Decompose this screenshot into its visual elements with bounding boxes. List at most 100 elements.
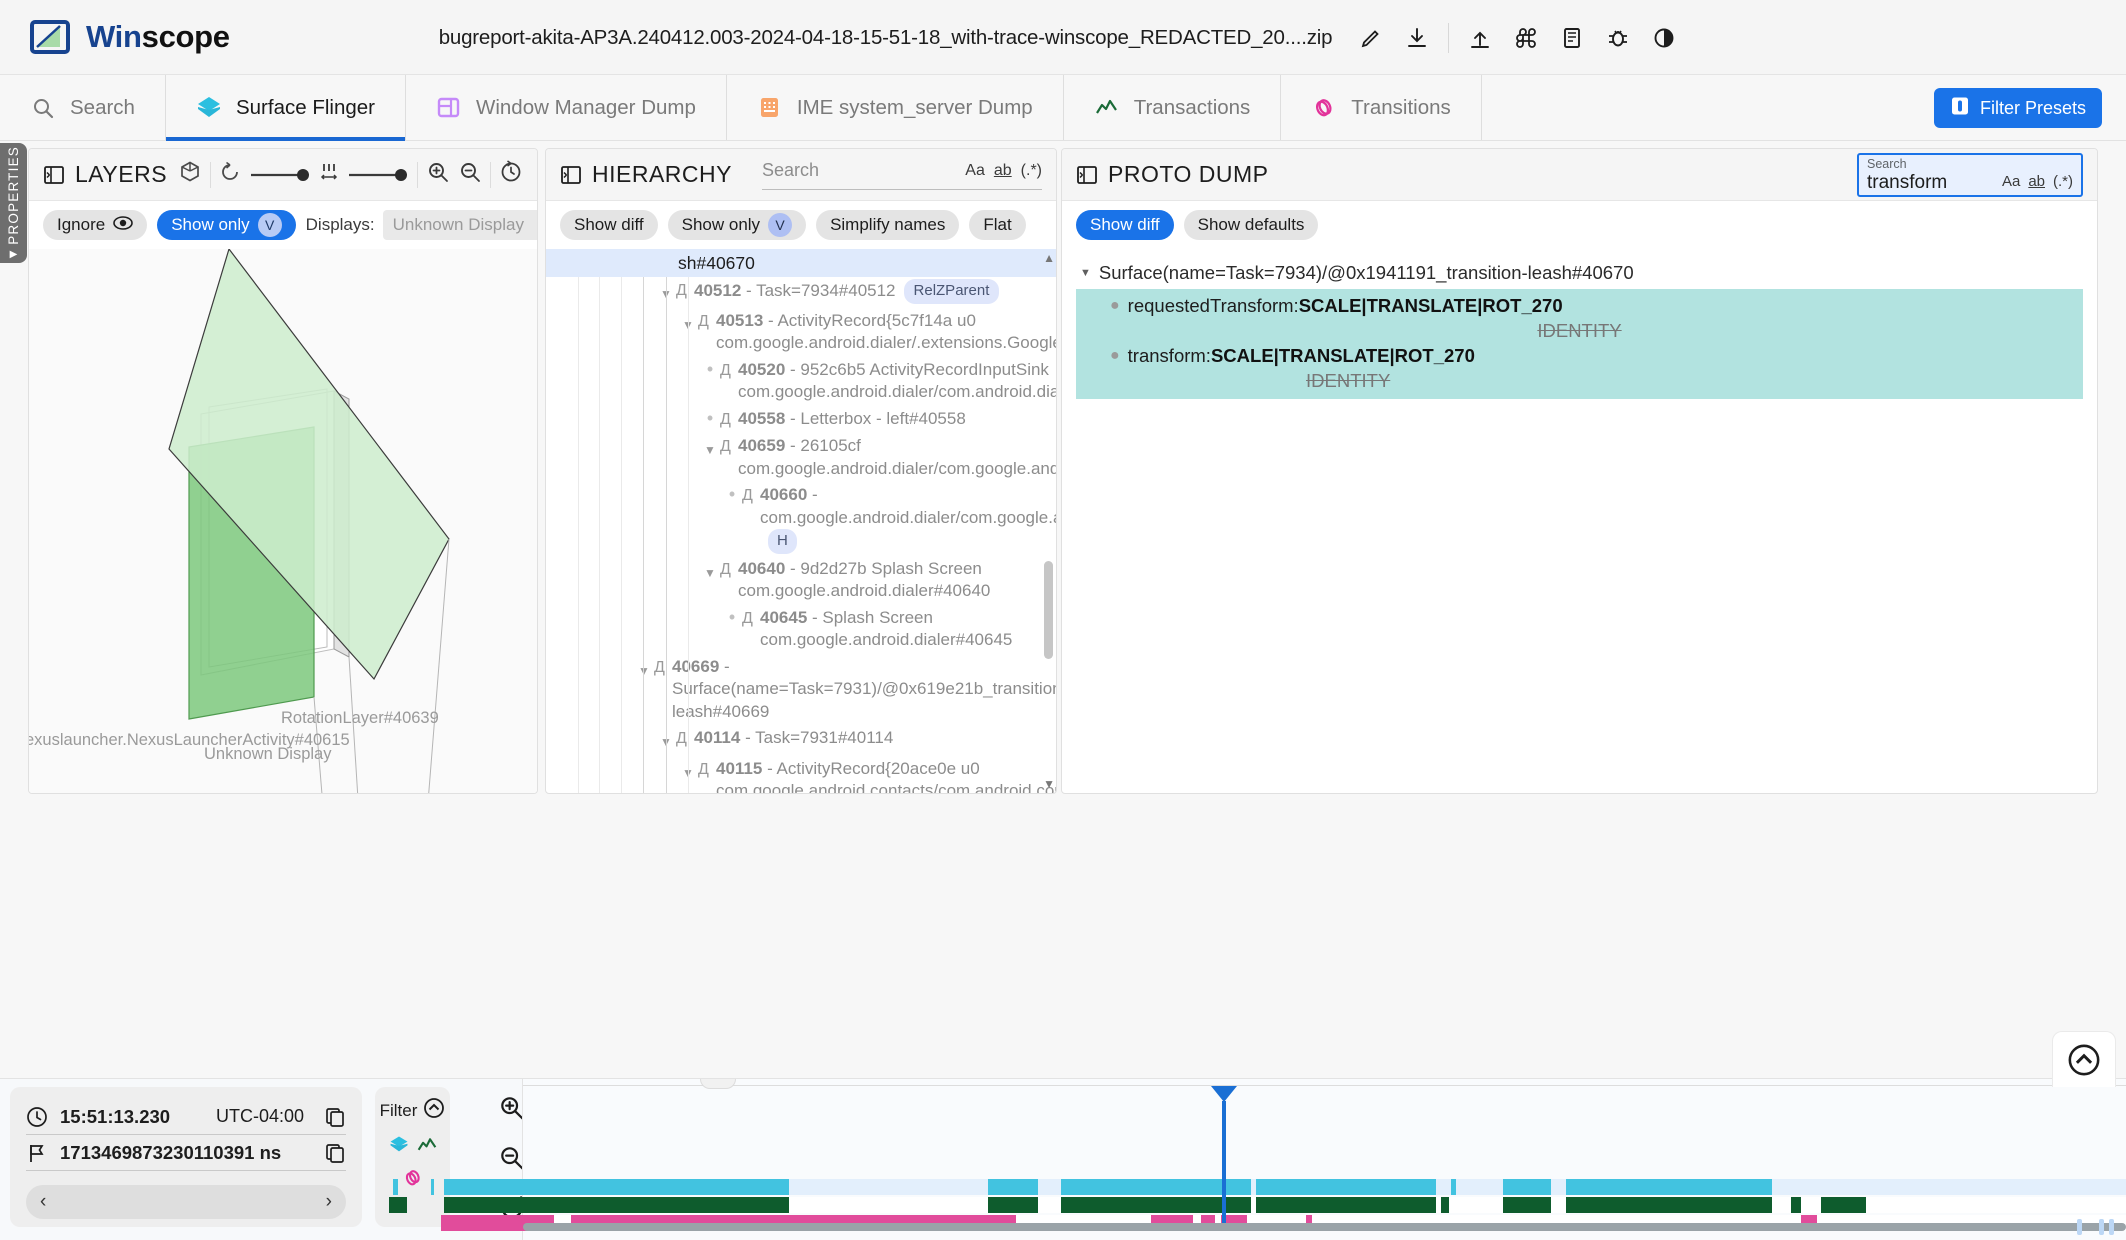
show-diff-button[interactable]: Show diff: [560, 210, 658, 240]
transitions-icon[interactable]: [402, 1167, 424, 1194]
displays-select[interactable]: Unknown Display ▾: [382, 210, 537, 240]
hierarchy-scrollbar[interactable]: [1044, 253, 1053, 789]
upload-icon[interactable]: [1457, 15, 1503, 61]
next-frame-button[interactable]: ›: [325, 1191, 332, 1212]
caret-down-icon[interactable]: ▼: [1080, 267, 1091, 279]
scroll-marker: [2099, 1219, 2104, 1235]
previous-frame-button[interactable]: ‹: [40, 1191, 47, 1212]
edit-icon[interactable]: [1348, 15, 1394, 61]
tree-expand-caret-icon[interactable]: ▼: [682, 765, 694, 780]
layers-3d-canvas[interactable]: RotationLayer#40639 exuslauncher.NexusLa…: [29, 247, 537, 793]
tree-node[interactable]: ▼ Д 40640 - 9d2d27b Splash Screen com.goog…: [546, 556, 1056, 605]
match-case-icon[interactable]: Aa: [2001, 172, 2021, 190]
copy-icon[interactable]: [324, 1106, 346, 1128]
regex-icon[interactable]: (.*): [1020, 161, 1042, 179]
tab-search[interactable]: Search: [0, 75, 166, 140]
tree-expand-caret-icon[interactable]: ▼: [704, 565, 716, 580]
reset-view-icon[interactable]: [499, 160, 523, 189]
tab-window-manager-dump[interactable]: Window Manager Dump: [406, 75, 727, 140]
transitions-icon: [1311, 95, 1337, 121]
regex-icon[interactable]: (.*): [2053, 172, 2073, 190]
timeline-horizontal-scrollbar[interactable]: [523, 1223, 2126, 1231]
hierarchy-tree[interactable]: sh#40670 ▼ Д 40512 - Task=7934#40512 RelZPa…: [546, 249, 1056, 793]
tree-expand-caret-icon[interactable]: ▼: [660, 287, 672, 301]
filter-header[interactable]: Filter: [380, 1097, 446, 1124]
collapse-panel-icon[interactable]: [560, 164, 582, 186]
properties-side-tab[interactable]: PROPERTIES ▶: [0, 143, 27, 263]
tree-selected-row[interactable]: sh#40670: [546, 249, 1056, 277]
docs-icon[interactable]: [1549, 15, 1595, 61]
rotation-reset-icon[interactable]: [219, 161, 241, 188]
timeline-segment: [1503, 1197, 1551, 1213]
layers-panel-title: LAYERS: [75, 161, 168, 187]
collapse-panel-icon[interactable]: [43, 164, 65, 186]
bug-icon[interactable]: [1595, 15, 1641, 61]
zoom-in-icon[interactable]: [497, 1093, 527, 1123]
proto-root-row[interactable]: ▼ Surface(name=Task=7934)/@0x1941191_tra…: [1076, 259, 2083, 287]
proto-panel-title-group: PROTO DUMP: [1076, 161, 1268, 188]
zoom-out-icon[interactable]: [458, 160, 482, 189]
tree-node[interactable]: ▼ Д 40114 - Task=7931#40114: [546, 725, 1056, 756]
timeline-canvas[interactable]: [389, 1031, 2126, 1240]
layer-label-unknown-display: Unknown Display: [204, 745, 332, 763]
tab-search-label: Search: [70, 95, 135, 119]
tree-expand-caret-icon[interactable]: ▼: [704, 443, 716, 457]
whole-word-icon[interactable]: ab: [2028, 172, 2045, 190]
zoom-out-icon[interactable]: [497, 1143, 527, 1173]
collapse-panel-icon[interactable]: [1076, 164, 1098, 186]
flat-button[interactable]: Flat: [969, 210, 1026, 240]
rotate-3d-icon[interactable]: [178, 160, 202, 189]
collapse-timeline-button[interactable]: [2052, 1031, 2116, 1087]
hierarchy-search-group[interactable]: Search Aa ab (.*): [762, 160, 1042, 190]
tree-expand-caret-icon[interactable]: ▼: [638, 663, 650, 678]
tab-ime-system-server-dump[interactable]: IME system_server Dump: [727, 75, 1064, 140]
spacing-slider[interactable]: [347, 165, 409, 185]
tree-node[interactable]: ▼ Д 40669 - Surface(name=Task=7931)/@0x619…: [546, 654, 1056, 726]
proto-search-input[interactable]: transform: [1867, 171, 1948, 193]
tab-transactions[interactable]: Transactions: [1064, 75, 1282, 140]
tree-node[interactable]: • Д 40660 - com.google.android.dialer/com.…: [546, 482, 1056, 556]
proto-show-defaults-button[interactable]: Show defaults: [1183, 210, 1319, 240]
proto-show-diff-button[interactable]: Show diff: [1076, 210, 1174, 240]
tree-expand-caret-icon[interactable]: ▼: [660, 735, 672, 749]
proto-search-field[interactable]: Search transform Aa ab (.*): [1857, 152, 2083, 197]
tree-node[interactable]: • Д 40558 - Letterbox - left#40558: [546, 406, 1056, 434]
surface-flinger-icon[interactable]: [388, 1134, 410, 1161]
tab-transitions[interactable]: Transitions: [1281, 75, 1482, 140]
tree-node[interactable]: • Д 40520 - 952c6b5 ActivityRecordInputSin…: [546, 357, 1056, 406]
hierarchy-show-only-button[interactable]: Show only V: [667, 210, 807, 240]
timeline-resize-handle[interactable]: [700, 1079, 736, 1089]
tree-node[interactable]: ▼ Д 40512 - Task=7934#40512 RelZParent: [546, 277, 1056, 308]
timeline-pointer-line[interactable]: [1222, 1101, 1226, 1231]
download-icon[interactable]: [1394, 15, 1440, 61]
whole-word-icon[interactable]: ab: [993, 161, 1012, 179]
tree-node-id: 40660: [760, 485, 808, 504]
tree-node[interactable]: • Д 40645 - Splash Screen com.google.andro…: [546, 605, 1056, 654]
scroll-down-icon[interactable]: ▼: [1043, 777, 1055, 791]
tab-surface-flinger[interactable]: Surface Flinger: [165, 75, 406, 141]
timeline-track-surface-flinger[interactable]: [393, 1179, 2126, 1195]
timeline-pointer-head[interactable]: [1211, 1086, 1237, 1102]
shortcuts-icon[interactable]: [1503, 15, 1549, 61]
match-case-icon[interactable]: Aa: [965, 161, 985, 179]
hierarchy-search-input[interactable]: Search: [762, 159, 820, 180]
zoom-in-icon[interactable]: [426, 160, 450, 189]
tree-node[interactable]: ▼ Д 40513 - ActivityRecord{5c7f14a u0 com.…: [546, 308, 1056, 357]
tree-expand-caret-icon[interactable]: ▼: [682, 317, 694, 332]
tree-leaf-dot-icon: •: [728, 606, 736, 627]
simplify-names-button[interactable]: Simplify names: [816, 210, 960, 240]
rotation-slider[interactable]: [249, 165, 311, 185]
filter-presets-button[interactable]: Filter Presets: [1933, 88, 2102, 128]
tree-node[interactable]: ▼ Д 40115 - ActivityRecord{20ace0e u0 com.…: [546, 756, 1056, 794]
transactions-icon[interactable]: [416, 1134, 438, 1161]
displays-label: Displays:: [305, 215, 375, 234]
show-only-visible-button[interactable]: Show only V: [157, 210, 296, 240]
tree-selected-label: sh#40670: [678, 252, 755, 273]
dark-mode-icon[interactable]: [1641, 15, 1687, 61]
tree-node[interactable]: ▼ Д 40659 - 26105cf com.google.android.dia…: [546, 433, 1056, 482]
timeline-track-transactions[interactable]: [389, 1197, 2126, 1213]
scroll-up-icon[interactable]: ▲: [1043, 251, 1055, 265]
chevron-up-circle-icon[interactable]: [423, 1097, 445, 1124]
copy-icon[interactable]: [324, 1142, 346, 1164]
ignore-button[interactable]: Ignore: [43, 210, 148, 240]
